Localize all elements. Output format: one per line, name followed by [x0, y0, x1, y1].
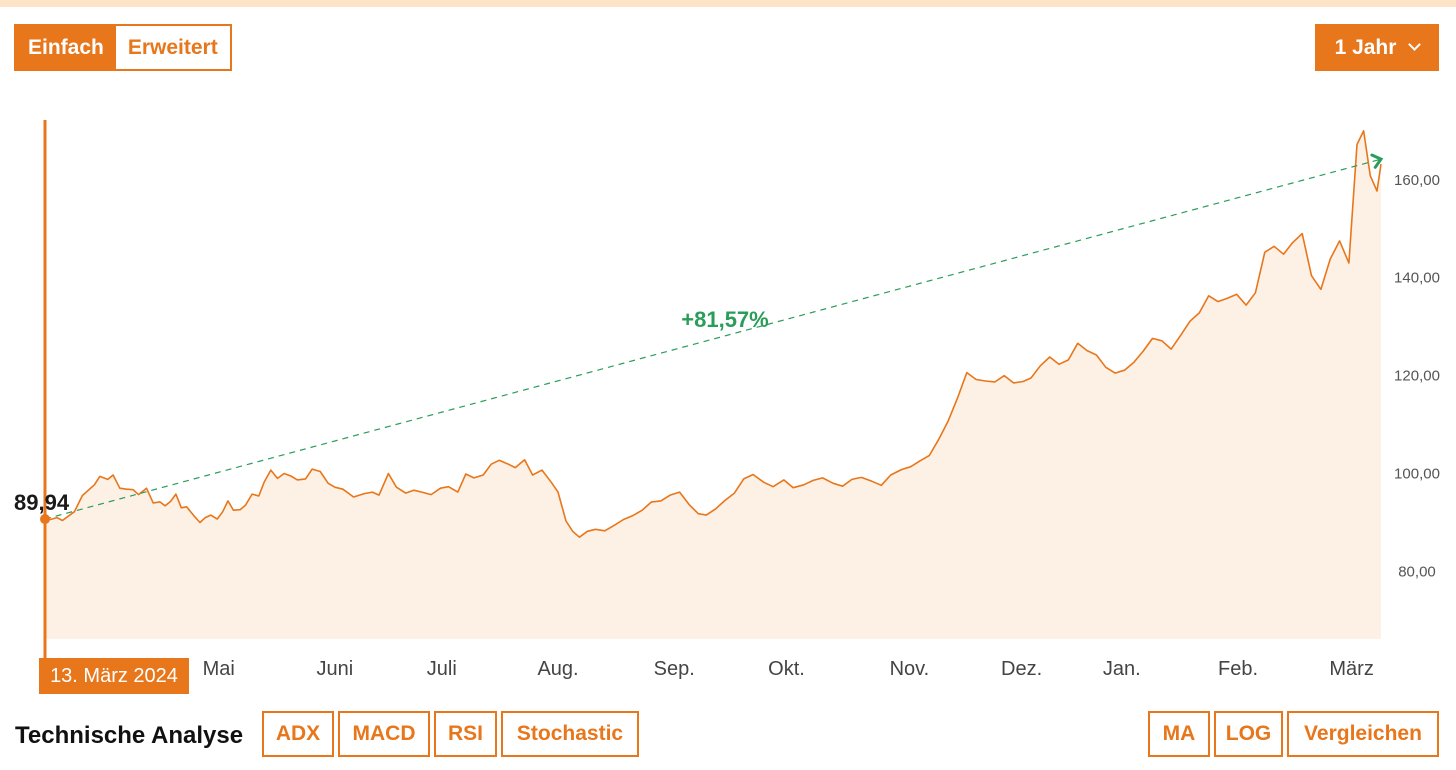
- view-advanced-button[interactable]: Erweitert: [115, 26, 230, 69]
- indicator-stochastic-button[interactable]: Stochastic: [501, 711, 639, 757]
- time-range-label: 1 Jahr: [1334, 35, 1397, 59]
- start-point-marker: [40, 514, 50, 525]
- y-tick-label: 120,00: [1394, 368, 1440, 385]
- log-scale-button[interactable]: LOG: [1214, 711, 1283, 757]
- start-price-label: 89,94: [14, 490, 70, 515]
- y-tick-label: 80,00: [1398, 563, 1436, 580]
- y-axis: 80,00 100,00 120,00 140,00 160,00: [1394, 172, 1440, 581]
- trend-percentage-label: +81,57%: [681, 307, 768, 332]
- y-tick-label: 160,00: [1394, 172, 1440, 189]
- indicator-macd-button[interactable]: MACD: [338, 711, 430, 757]
- x-tick-label: Juni: [317, 658, 354, 680]
- x-tick-label: März: [1329, 658, 1373, 680]
- trend-arrow-icon: [1370, 153, 1384, 169]
- y-tick-label: 140,00: [1394, 270, 1440, 287]
- x-tick-label: Mai: [203, 658, 235, 680]
- x-tick-label: Dez.: [1001, 658, 1042, 680]
- moving-average-button[interactable]: MA: [1148, 711, 1210, 757]
- compare-button[interactable]: Vergleichen: [1287, 711, 1439, 757]
- x-tick-label: Juli: [427, 658, 457, 680]
- view-toggle: Einfach Erweitert: [14, 24, 232, 71]
- time-range-select[interactable]: 1 Jahr: [1315, 24, 1439, 71]
- x-tick-label: Feb.: [1218, 658, 1258, 680]
- cursor-date-badge: 13. März 2024: [39, 658, 189, 694]
- indicator-rsi-button[interactable]: RSI: [434, 711, 497, 757]
- y-tick-label: 100,00: [1394, 466, 1440, 483]
- view-simple-button[interactable]: Einfach: [16, 26, 116, 69]
- x-tick-label: Okt.: [768, 658, 805, 680]
- x-axis: Mai Juni Juli Aug. Sep. Okt. Nov. Dez. Jan. Feb. M…: [203, 658, 1374, 680]
- price-area: [45, 130, 1381, 640]
- top-accent-strip: [0, 0, 1456, 7]
- price-line: [44, 130, 1382, 538]
- indicator-adx-button[interactable]: ADX: [262, 711, 334, 757]
- x-tick-label: Jan.: [1103, 658, 1141, 680]
- x-tick-label: Nov.: [890, 658, 930, 680]
- technical-analysis-title: Technische Analyse: [15, 722, 244, 749]
- x-tick-label: Aug.: [537, 658, 578, 680]
- x-tick-label: Sep.: [654, 658, 695, 680]
